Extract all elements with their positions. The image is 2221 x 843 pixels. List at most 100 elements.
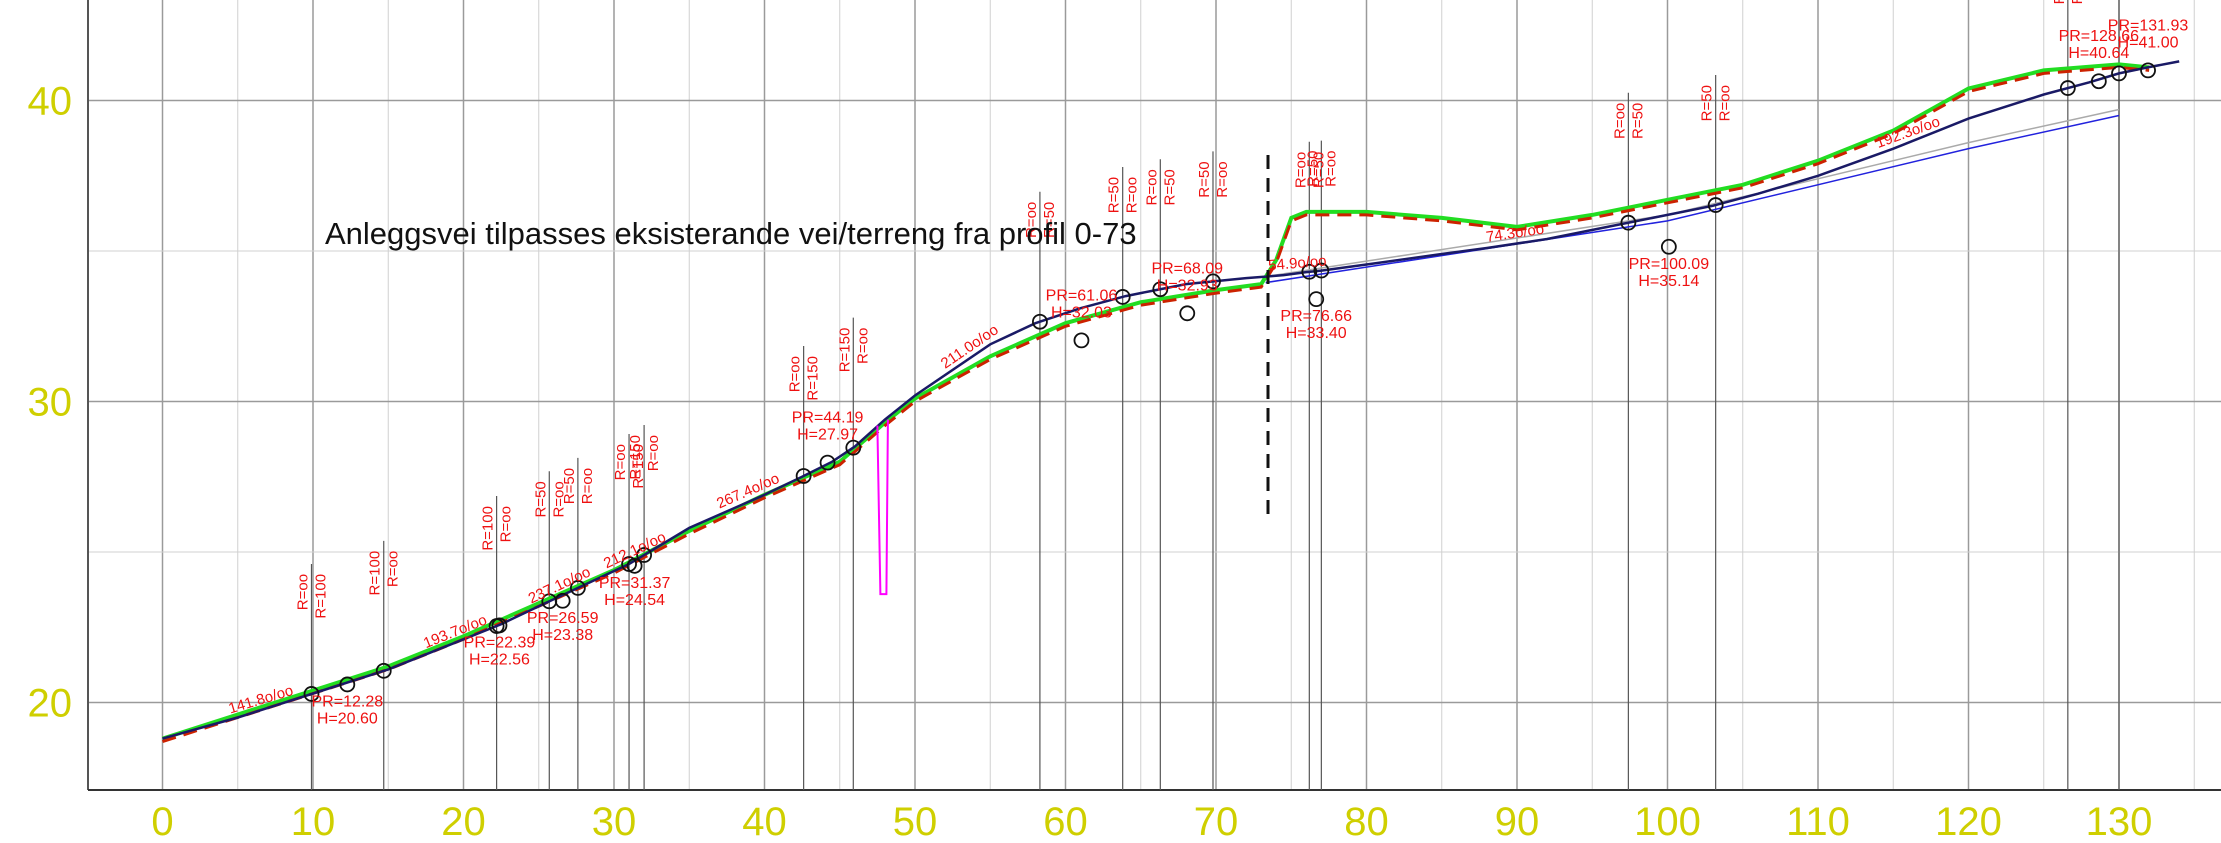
spike-line (876, 419, 889, 596)
vertex-pr-label: PR=31.37 (599, 575, 671, 592)
station-lines (310, 0, 2120, 790)
vertex-pr-label: PR=12.28 (312, 693, 384, 710)
vertex-marker (569, 580, 586, 596)
slope-label: 192.3o/oo (1874, 113, 1943, 152)
radius-label: R=oo (1143, 169, 1160, 205)
vertex-marker (1313, 262, 1330, 279)
vertex-marker (1308, 291, 1325, 308)
radius-label: R=oo (579, 468, 596, 504)
radius-label: R=50 (1699, 85, 1716, 121)
vertex-marker (795, 468, 812, 484)
vertex-marker (2111, 65, 2127, 82)
x-tick-label: 130 (2086, 800, 2153, 843)
radius-label: R=oo (612, 444, 629, 480)
vertex-marker (1114, 289, 1131, 305)
vertex-marker (303, 686, 320, 702)
radius-label: R=oo (550, 481, 567, 517)
radius-label: R=oo (787, 356, 804, 392)
x-tick-label: 90 (1495, 800, 1540, 843)
radius-label: R=150 (836, 328, 853, 373)
vertex-marker (1205, 273, 1221, 290)
x-tick-label: 110 (1786, 800, 1850, 843)
vertex-pr-label: PR=68.09 (1151, 260, 1223, 277)
vertex-pr-label: PR=61.06 (1046, 287, 1118, 304)
y-tick-label: 30 (28, 381, 73, 425)
existing-terrain-line (1265, 108, 2120, 278)
slope-labels: 141.8o/oo193.7o/oo237.1o/oo212.1o/oo267.… (226, 113, 1942, 717)
vertex-marker (1179, 305, 1196, 322)
slope-label: 211.0o/oo (938, 321, 1002, 372)
radius-label: R=oo (294, 574, 311, 610)
vertex-pr-label: PR=76.66 (1280, 308, 1352, 325)
y-tick-labels: 20 30 40 (28, 80, 73, 726)
radius-label: R=150 (627, 435, 644, 480)
vertex-h-label: H=41.00 (2118, 34, 2179, 51)
vertex-marker (375, 662, 392, 679)
radius-label: R=50 (532, 481, 549, 517)
x-tick-label: 60 (1043, 800, 1088, 843)
slope-label: 141.8o/oo (226, 682, 295, 717)
radius-label: R=50 (1106, 177, 1123, 213)
radius-label: R=100 (312, 574, 329, 619)
terrain-line (161, 62, 2150, 741)
radius-label: R=50 (2069, 0, 2086, 4)
vertex-h-label: H=35.14 (1638, 273, 1699, 290)
vertex-marker (491, 617, 508, 634)
radius-label: R=50 (1196, 161, 1213, 197)
radius-label: R=50 (1629, 103, 1646, 139)
vertex-marker (626, 557, 643, 574)
vertex-h-label: H=32.03 (1051, 304, 1112, 321)
vertex-marker (636, 547, 652, 563)
vertex-marker (819, 454, 836, 471)
radius-label: R=100 (480, 506, 497, 551)
radius-label: R=100 (367, 551, 384, 596)
vertex-h-label: H=23.38 (532, 627, 593, 644)
vertex-marker (1152, 281, 1169, 298)
vertex-h-label: H=27.97 (797, 427, 858, 444)
vertex-marker (1660, 238, 1677, 255)
radius-label: R=oo (854, 328, 871, 364)
x-tick-label: 30 (592, 800, 637, 843)
vertex-h-label: H=22.56 (469, 651, 530, 668)
x-tick-label: 80 (1344, 800, 1389, 843)
x-tick-label: 100 (1634, 800, 1701, 843)
x-tick-label: 50 (893, 800, 938, 843)
x-tick-label: 40 (742, 800, 787, 843)
x-tick-labels: 0 10 20 30 40 50 60 70 80 90 100 110 120 130 (151, 800, 2152, 843)
vertex-marker (1620, 214, 1637, 231)
radius-label: R=oo (2051, 0, 2068, 4)
radius-label: R=oo (645, 435, 662, 471)
vertex-marker (339, 676, 356, 693)
vertex-h-label: H=40.64 (2068, 45, 2129, 62)
vertex-marker (1707, 197, 1724, 213)
vertex-labels: PR=12.28H=20.60PR=22.39H=22.56PR=26.59H=… (312, 17, 2189, 727)
x-tick-label: 120 (1935, 800, 2002, 843)
vertex-marker (1301, 263, 1318, 280)
x-tick-label: 10 (291, 800, 336, 843)
radius-label: R=50 (1310, 152, 1327, 188)
x-tick-label: 20 (441, 800, 486, 843)
y-tick-label: 40 (28, 80, 73, 124)
radius-label: R=50 (1304, 151, 1321, 187)
vertex-h-label: H=24.54 (604, 592, 665, 609)
vertex-pr-label: PR=100.09 (1629, 256, 1710, 273)
vertex-markers (303, 62, 2156, 702)
vertex-marker (845, 439, 862, 456)
y-tick-label: 20 (28, 682, 73, 726)
vertex-h-label: H=32.93 (1157, 277, 1218, 294)
vertex-marker (2059, 80, 2076, 96)
x-axis-line (87, 0, 2221, 791)
design-line (162, 60, 2180, 740)
vertex-pr-label: PR=22.39 (464, 634, 536, 651)
vertex-marker (554, 592, 571, 609)
profile-annotation: Anleggsvei tilpasses eksisterande vei/te… (325, 216, 1137, 251)
x-tick-label: 70 (1194, 800, 1239, 843)
vertex-marker (2090, 73, 2107, 90)
vertex-marker (1032, 313, 1048, 330)
x-tick-label: 0 (151, 800, 173, 843)
radius-label: R=oo (1717, 85, 1734, 121)
radius-label: R=oo (1292, 152, 1309, 188)
vertex-h-label: H=33.40 (1286, 325, 1347, 342)
